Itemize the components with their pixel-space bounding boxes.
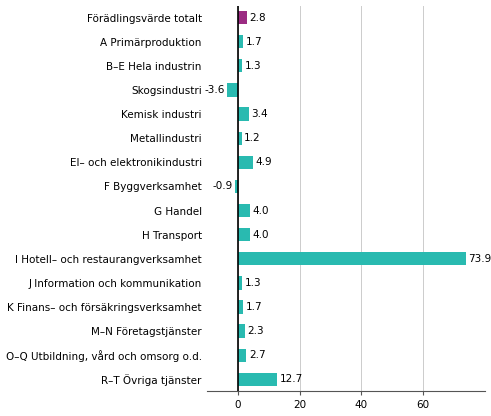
Bar (238, 156, 253, 169)
Bar (238, 228, 250, 241)
Text: 1.7: 1.7 (246, 37, 262, 47)
Text: 1.3: 1.3 (245, 278, 261, 288)
Text: 1.7: 1.7 (246, 302, 262, 312)
Text: 2.3: 2.3 (247, 326, 264, 336)
Bar (238, 131, 242, 145)
Bar (238, 373, 277, 386)
Bar (235, 180, 238, 193)
Bar (238, 324, 245, 338)
Bar (238, 35, 244, 48)
Text: 12.7: 12.7 (280, 374, 303, 384)
Text: 2.7: 2.7 (249, 350, 266, 360)
Text: 4.0: 4.0 (253, 206, 270, 215)
Text: -0.9: -0.9 (213, 181, 233, 191)
Bar (238, 276, 242, 290)
Text: 73.9: 73.9 (468, 254, 491, 264)
Bar (238, 59, 242, 72)
Text: 1.2: 1.2 (244, 133, 261, 143)
Text: 4.9: 4.9 (256, 157, 272, 167)
Text: 2.8: 2.8 (249, 12, 266, 22)
Bar (238, 107, 248, 121)
Bar (238, 11, 246, 24)
Text: 1.3: 1.3 (245, 61, 261, 71)
Text: -3.6: -3.6 (204, 85, 224, 95)
Text: 4.0: 4.0 (253, 230, 270, 240)
Bar (238, 252, 466, 265)
Bar (227, 83, 238, 97)
Text: 3.4: 3.4 (251, 109, 268, 119)
Bar (238, 349, 246, 362)
Bar (238, 300, 244, 314)
Bar (238, 204, 250, 217)
